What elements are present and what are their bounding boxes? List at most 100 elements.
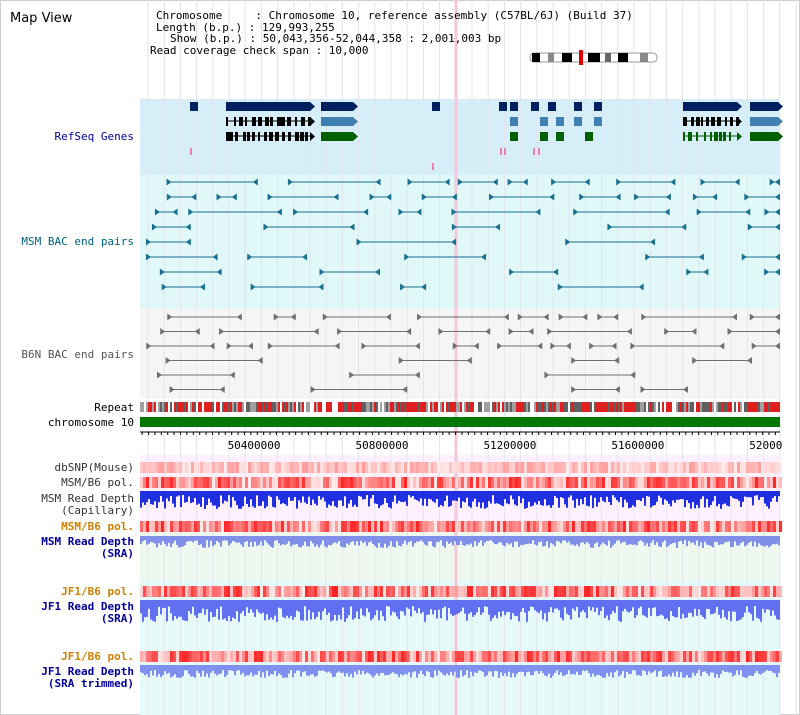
depth-bar	[152, 491, 154, 505]
heat-cell	[605, 477, 608, 488]
bac-end	[159, 268, 165, 276]
track-label-refseq[interactable]: RefSeq Genes	[54, 130, 134, 143]
depth-bar	[642, 491, 644, 498]
repeat-segment	[492, 402, 494, 412]
heat-cell	[428, 586, 431, 597]
track-label-msm-pol-2[interactable]: MSM/B6 pol.	[61, 520, 134, 533]
depth-bar	[174, 600, 176, 617]
depth-bar	[426, 491, 428, 507]
repeat-segment	[322, 402, 324, 412]
depth-bar	[586, 600, 588, 619]
repeat-segment	[762, 402, 764, 412]
track-label-b6n-bac[interactable]: B6N BAC end pairs	[21, 348, 134, 361]
depth-bar	[272, 536, 274, 548]
track-label-msm-depth-capillary[interactable]: MSM Read Depth (Capillary)	[41, 492, 134, 517]
ideogram-band	[532, 53, 540, 62]
depth-bar	[524, 491, 526, 509]
gene-exon	[725, 117, 727, 126]
heat-cell	[167, 477, 170, 488]
bac-end	[616, 178, 622, 186]
depth-bar	[554, 536, 556, 547]
depth-bar	[224, 536, 226, 541]
heat-cell	[584, 651, 587, 662]
track-label-msm-depth-sra[interactable]: MSM Read Depth (SRA)	[41, 535, 134, 560]
depth-bar	[288, 536, 290, 542]
bac-end	[273, 313, 279, 321]
repeat-segment	[604, 402, 606, 412]
heat-cell	[143, 521, 146, 532]
depth-bar	[468, 536, 470, 545]
depth-bar	[154, 536, 156, 544]
depth-bar	[538, 491, 540, 501]
repeat-segment	[238, 402, 240, 412]
depth-bar	[548, 536, 550, 548]
heat-cell	[704, 477, 707, 488]
heat-cell	[236, 651, 239, 662]
depth-bar	[738, 536, 740, 546]
track-label-jf1-depth-trimmed[interactable]: JF1 Read Depth (SRA trimmed)	[41, 665, 134, 690]
heat-cell	[278, 477, 281, 488]
bac-end	[318, 283, 324, 291]
depth-bar	[222, 536, 224, 541]
bac-end	[452, 342, 458, 350]
heat-cell	[476, 586, 479, 597]
heat-cell	[506, 651, 509, 662]
heat-cell	[332, 477, 335, 488]
track-label-jf1-depth-sra[interactable]: JF1 Read Depth (SRA)	[41, 600, 134, 625]
heat-cell	[755, 651, 758, 662]
depth-bar	[546, 600, 548, 622]
depth-bar	[716, 600, 718, 607]
bac-end	[614, 386, 620, 393]
depth-bar	[456, 600, 458, 615]
heat-cell	[458, 651, 461, 662]
heat-cell	[173, 586, 176, 597]
depth-bar	[628, 536, 630, 545]
gene-exon	[288, 132, 291, 141]
heat-cell	[242, 651, 245, 662]
depth-bar	[580, 536, 582, 543]
heat-cell	[203, 651, 206, 662]
depth-bar	[310, 665, 312, 675]
repeat-segment	[282, 402, 284, 412]
heat-cell	[725, 651, 728, 662]
track-label-msm-bac[interactable]: MSM BAC end pairs	[21, 235, 134, 248]
depth-bar	[410, 600, 412, 617]
heat-cell	[602, 462, 605, 473]
depth-bar	[450, 600, 452, 615]
depth-bar	[530, 600, 532, 607]
depth-bar	[340, 491, 342, 501]
repeat-segment	[468, 402, 470, 412]
depth-bar	[448, 665, 450, 676]
depth-bar	[186, 491, 188, 502]
heat-cell	[713, 477, 716, 488]
track-label-chromosome[interactable]: chromosome 10	[47, 416, 134, 429]
track-label-repeat[interactable]: Repeat	[94, 401, 134, 414]
depth-bar	[272, 491, 274, 507]
heat-cell	[593, 586, 596, 597]
track-label-msm-pol[interactable]: MSM/B6 pol.	[61, 476, 134, 489]
heat-cell	[647, 651, 650, 662]
depth-bar	[466, 536, 468, 545]
heat-cell	[251, 586, 254, 597]
heat-cell	[641, 651, 644, 662]
track-label-jf1-pol[interactable]: JF1/B6 pol.	[61, 585, 134, 598]
depth-bar	[482, 536, 484, 547]
depth-bar	[212, 600, 214, 618]
depth-bar	[530, 536, 532, 545]
depth-bar	[466, 665, 468, 671]
heat-cell	[743, 477, 746, 488]
depth-bar	[288, 600, 290, 619]
repeat-segment	[692, 402, 694, 412]
depth-bar	[370, 600, 372, 621]
track-label-dbsnp[interactable]: dbSNP(Mouse)	[54, 461, 134, 474]
heat-cell	[758, 521, 761, 532]
depth-bar	[150, 491, 152, 505]
heat-cell	[731, 521, 734, 532]
repeat-segment	[230, 402, 232, 412]
depth-bar	[686, 491, 688, 501]
heat-cell	[170, 477, 173, 488]
track-label-jf1-pol-2[interactable]: JF1/B6 pol.	[61, 650, 134, 663]
heat-cell	[260, 521, 263, 532]
heat-cell	[695, 586, 698, 597]
